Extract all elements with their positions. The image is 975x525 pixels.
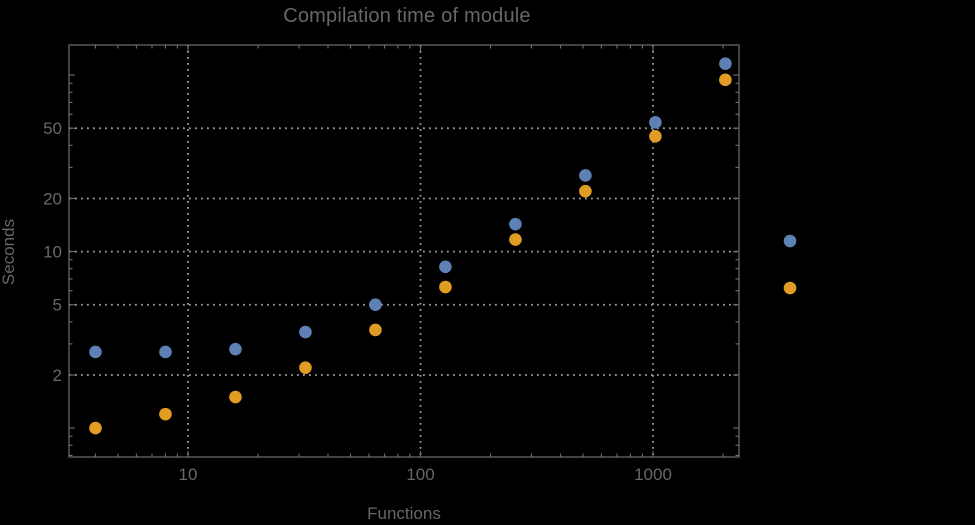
blue-series-point <box>159 345 172 359</box>
y-tick-label: 10 <box>43 243 62 262</box>
blue-series-point <box>649 116 662 129</box>
legend-marker-blue <box>783 234 797 248</box>
orange-series-point <box>229 390 242 404</box>
blue-series-point <box>579 169 592 182</box>
orange-series-point <box>649 130 662 143</box>
blue-series-point <box>299 325 312 339</box>
y-tick-label: 20 <box>43 189 62 208</box>
orange-series-point <box>509 233 522 246</box>
x-tick-label: 100 <box>406 465 434 484</box>
legend-marker-orange <box>783 281 797 295</box>
orange-series-point <box>89 421 102 435</box>
blue-series-point <box>509 217 522 231</box>
x-axis-label: Functions <box>367 504 441 523</box>
blue-series-point <box>229 342 242 356</box>
orange-series-point <box>579 184 592 198</box>
orange-series-point <box>439 280 452 294</box>
chart-title: Compilation time of module <box>283 5 531 27</box>
blue-series-point <box>719 57 732 71</box>
y-tick-label: 5 <box>53 296 62 315</box>
x-tick-label: 10 <box>179 465 198 484</box>
orange-series-point <box>299 361 312 374</box>
orange-series-point <box>369 323 382 337</box>
blue-series-point <box>369 298 382 312</box>
blue-series-point <box>439 260 452 274</box>
orange-series-point <box>159 407 172 421</box>
plot-frame <box>68 44 740 458</box>
blue-series-point <box>89 345 102 359</box>
y-tick-label: 2 <box>53 366 62 385</box>
y-axis-label: Seconds <box>0 218 18 286</box>
y-tick-label: 50 <box>43 119 62 138</box>
x-tick-label: 1000 <box>634 465 672 484</box>
orange-series-point <box>719 73 732 87</box>
